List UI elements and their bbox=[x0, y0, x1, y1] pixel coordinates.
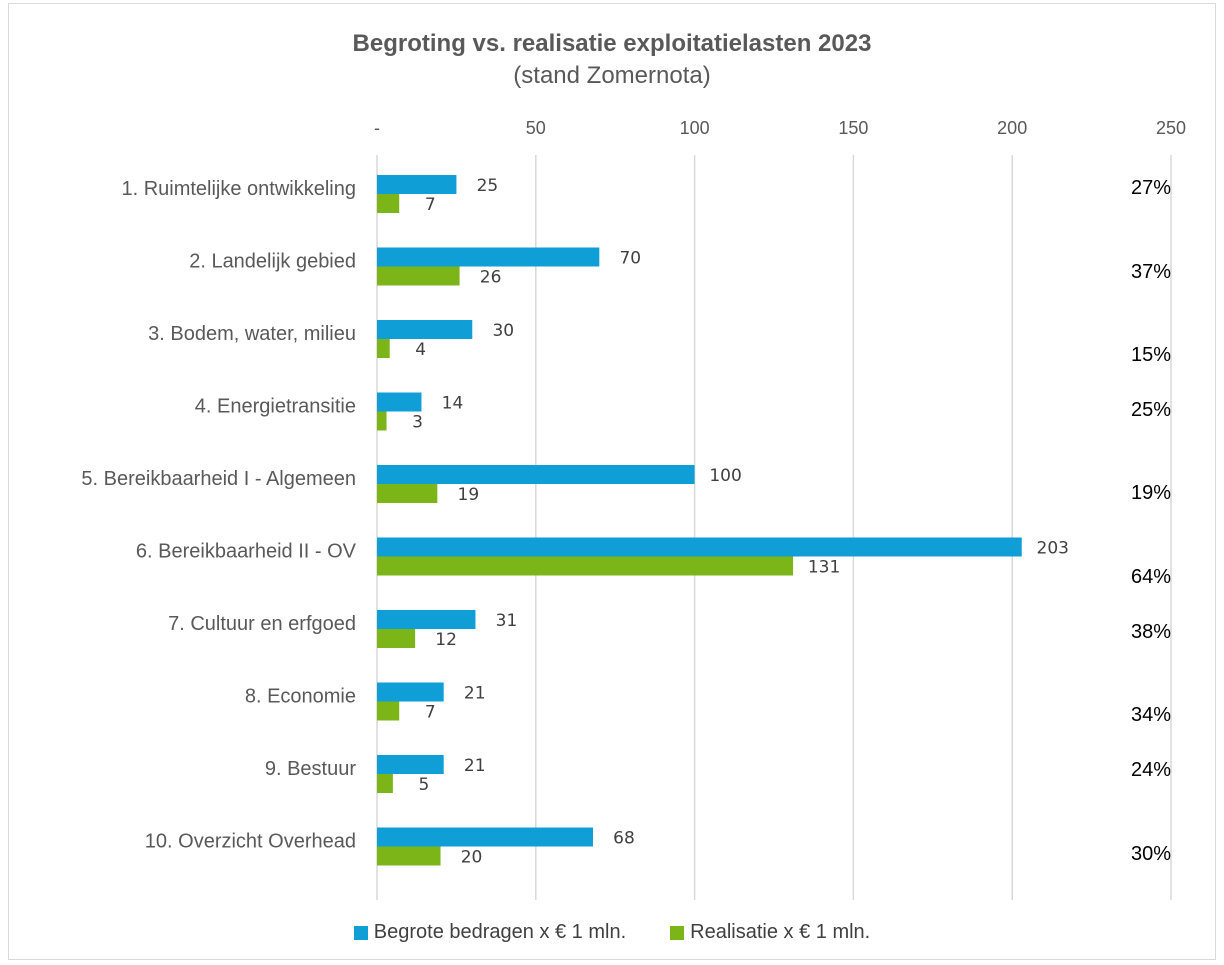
category-label: 5. Bereikbaarheid I - Algemeen bbox=[81, 468, 356, 490]
bar-realisatie bbox=[377, 339, 390, 358]
category-label: 2. Landelijk gebied bbox=[189, 251, 356, 273]
x-tick-label: 150 bbox=[838, 118, 868, 138]
data-label-realisatie: 3 bbox=[412, 413, 423, 433]
legend-item-begroot: Begrote bedragen x € 1 mln. bbox=[353, 921, 627, 944]
percentage-label: 37% bbox=[1131, 261, 1171, 283]
data-label-realisatie: 20 bbox=[461, 848, 483, 868]
bar-begroot bbox=[377, 320, 473, 339]
chart-subtitle: (stand Zomernota) bbox=[513, 62, 711, 89]
bar-realisatie bbox=[377, 701, 400, 721]
legend: Begrote bedragen x € 1 mln. Realisatie x… bbox=[0, 921, 1224, 944]
data-label-realisatie: 131 bbox=[808, 558, 840, 578]
bar-begroot bbox=[377, 682, 444, 702]
bar-realisatie bbox=[377, 194, 400, 213]
category-label: 10. Overzicht Overhead bbox=[145, 831, 356, 853]
x-tick-label: 200 bbox=[997, 118, 1027, 138]
data-label-begroot: 70 bbox=[619, 249, 641, 269]
bar-realisatie bbox=[377, 774, 393, 793]
data-label-begroot: 68 bbox=[613, 829, 635, 849]
percentage-label: 38% bbox=[1131, 621, 1171, 643]
bar-realisatie bbox=[377, 266, 460, 286]
percentage-label: 27% bbox=[1131, 177, 1171, 199]
percentage-label: 64% bbox=[1131, 566, 1171, 588]
category-label: 9. Bestuur bbox=[265, 758, 357, 780]
data-label-begroot: 14 bbox=[442, 394, 464, 414]
bar-begroot bbox=[377, 610, 476, 629]
legend-label-realisatie: Realisatie x € 1 mln. bbox=[690, 921, 871, 943]
legend-swatch-begroot bbox=[353, 925, 368, 940]
percentage-label: 15% bbox=[1131, 344, 1171, 366]
category-label: 6. Bereikbaarheid II - OV bbox=[136, 541, 357, 563]
legend-item-realisatie: Realisatie x € 1 mln. bbox=[670, 921, 870, 944]
data-label-begroot: 21 bbox=[464, 756, 486, 776]
bar-realisatie bbox=[377, 629, 416, 648]
data-label-realisatie: 4 bbox=[415, 340, 426, 360]
category-label: 1. Ruimtelijke ontwikkeling bbox=[121, 178, 356, 200]
data-label-realisatie: 19 bbox=[458, 485, 480, 505]
legend-label-begroot: Begrote bedragen x € 1 mln. bbox=[373, 921, 627, 943]
x-tick-label: - bbox=[374, 118, 380, 138]
data-label-begroot: 203 bbox=[1037, 539, 1069, 559]
data-label-begroot: 25 bbox=[477, 176, 499, 196]
percentage-label: 34% bbox=[1131, 704, 1171, 726]
bar-realisatie bbox=[377, 411, 387, 431]
bar-realisatie bbox=[377, 846, 441, 866]
bar-begroot bbox=[377, 465, 695, 484]
data-label-begroot: 21 bbox=[464, 684, 486, 704]
bar-realisatie bbox=[377, 556, 794, 576]
category-label: 7. Cultuur en erfgoed bbox=[168, 613, 356, 635]
x-tick-label: 100 bbox=[680, 118, 710, 138]
bar-begroot bbox=[377, 175, 457, 194]
bar-begroot bbox=[377, 392, 422, 412]
data-label-begroot: 100 bbox=[709, 466, 741, 486]
percentage-label: 19% bbox=[1131, 482, 1171, 504]
percentage-label: 30% bbox=[1131, 843, 1171, 865]
data-label-realisatie: 26 bbox=[480, 268, 502, 288]
data-label-realisatie: 7 bbox=[425, 703, 436, 723]
bar-begroot bbox=[377, 827, 593, 847]
x-tick-label: 50 bbox=[526, 118, 546, 138]
bar-realisatie bbox=[377, 484, 438, 503]
bar-begroot bbox=[377, 755, 444, 774]
data-label-begroot: 31 bbox=[496, 611, 518, 631]
data-label-realisatie: 12 bbox=[435, 630, 457, 650]
data-label-begroot: 30 bbox=[492, 321, 514, 341]
data-label-realisatie: 5 bbox=[418, 775, 429, 795]
chart-title: Begroting vs. realisatie exploitatielast… bbox=[352, 30, 872, 57]
percentage-label: 24% bbox=[1131, 759, 1171, 781]
category-label: 3. Bodem, water, milieu bbox=[148, 323, 356, 345]
bar-begroot bbox=[377, 537, 1022, 557]
category-label: 4. Energietransitie bbox=[195, 396, 356, 418]
x-tick-label: 250 bbox=[1156, 118, 1186, 138]
percentage-label: 25% bbox=[1131, 399, 1171, 421]
legend-swatch-realisatie bbox=[670, 925, 685, 940]
data-label-realisatie: 7 bbox=[425, 195, 436, 215]
bar-begroot bbox=[377, 247, 600, 267]
category-label: 8. Economie bbox=[245, 686, 356, 708]
